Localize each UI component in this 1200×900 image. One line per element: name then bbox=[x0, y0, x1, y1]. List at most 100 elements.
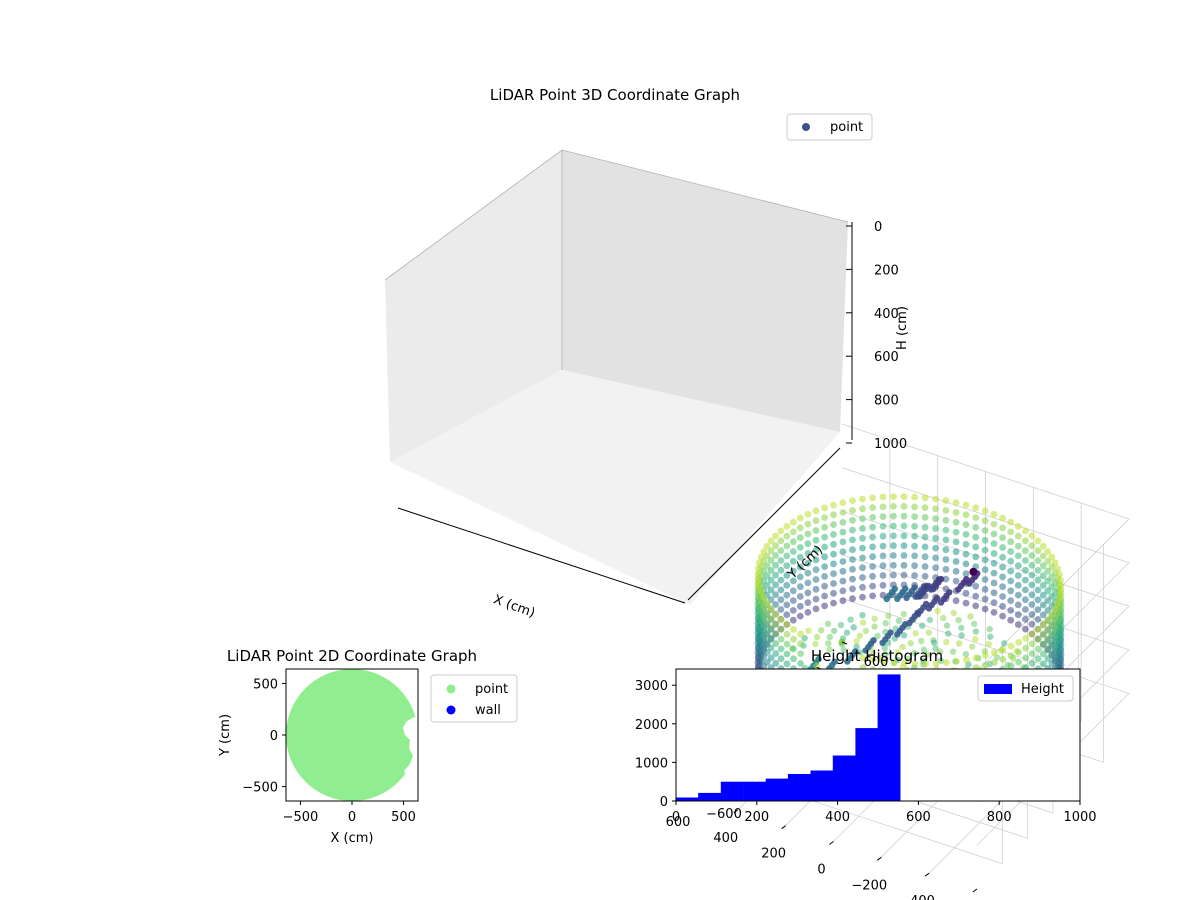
point-3d bbox=[789, 548, 797, 555]
legend-histogram-swatch bbox=[984, 684, 1012, 694]
point-3d bbox=[1044, 635, 1052, 643]
point-3d bbox=[1022, 557, 1029, 564]
point-3d bbox=[921, 553, 929, 561]
point-3d bbox=[1028, 552, 1036, 559]
point-3d bbox=[1022, 634, 1030, 642]
point-3d bbox=[952, 577, 960, 585]
point-3d bbox=[849, 536, 856, 544]
point-3d bbox=[993, 654, 1001, 661]
point-3d bbox=[772, 630, 780, 638]
point-3d bbox=[1022, 537, 1029, 545]
point-3d bbox=[1022, 566, 1029, 574]
point-3d bbox=[805, 627, 812, 634]
point-3d bbox=[932, 534, 939, 542]
point-3d bbox=[879, 503, 887, 511]
point-3d bbox=[812, 640, 819, 648]
point-3d bbox=[981, 556, 989, 564]
point-3d bbox=[812, 585, 820, 593]
point-3d bbox=[950, 609, 957, 617]
point-3d bbox=[830, 589, 837, 597]
point-3d bbox=[972, 553, 980, 561]
point-3d bbox=[830, 599, 837, 607]
point-3d bbox=[953, 658, 960, 665]
point-3d bbox=[894, 649, 901, 656]
point-3d bbox=[826, 633, 833, 641]
point-3d bbox=[1014, 562, 1022, 570]
point-3d bbox=[821, 582, 828, 590]
point-3d bbox=[990, 559, 998, 567]
point-3d bbox=[1022, 654, 1030, 662]
point-3d bbox=[830, 501, 837, 509]
point-3d bbox=[991, 659, 998, 666]
point-3d bbox=[1007, 548, 1015, 555]
x-tick-3d bbox=[876, 856, 882, 861]
point-3d bbox=[812, 556, 820, 564]
point-3d bbox=[1022, 615, 1029, 623]
z-tick-label-3d: 1000 bbox=[874, 437, 907, 452]
histogram-bar bbox=[787, 774, 811, 801]
point-3d bbox=[790, 645, 797, 653]
point-3d bbox=[789, 528, 797, 536]
point-3d bbox=[981, 585, 989, 593]
legend-histogram-label: Height bbox=[1021, 682, 1064, 697]
point-3d bbox=[990, 589, 998, 597]
point-3d bbox=[911, 513, 918, 520]
point-3d bbox=[999, 646, 1007, 653]
point-3d bbox=[890, 503, 897, 510]
point-3d bbox=[760, 613, 768, 621]
point-3d bbox=[804, 609, 812, 616]
point-3d bbox=[1028, 571, 1036, 579]
point-3d bbox=[869, 592, 876, 600]
point-3d bbox=[990, 510, 998, 518]
point-3d bbox=[767, 547, 775, 555]
point-3d bbox=[801, 635, 808, 642]
point-3d bbox=[900, 512, 908, 520]
point-3d bbox=[767, 576, 775, 584]
point-3d bbox=[890, 552, 897, 559]
point-3d bbox=[1007, 518, 1015, 526]
point-3d bbox=[952, 597, 960, 605]
point-3d bbox=[1048, 630, 1056, 638]
point-3d bbox=[999, 573, 1006, 581]
point-3d bbox=[1007, 597, 1015, 604]
point-3d bbox=[849, 497, 856, 504]
z-axis-label-3d: H (cm) bbox=[895, 306, 910, 350]
point-3d bbox=[869, 494, 876, 502]
legend-3d-box bbox=[786, 113, 873, 141]
y-tick-label-histogram: 1000 bbox=[635, 756, 668, 771]
point-3d bbox=[772, 601, 779, 608]
point-3d bbox=[900, 632, 908, 639]
point-3d bbox=[1007, 567, 1015, 575]
point-3d bbox=[1028, 611, 1036, 618]
point-3d bbox=[869, 553, 876, 561]
point-3d bbox=[894, 631, 901, 638]
point-3d bbox=[967, 613, 974, 620]
point-3d bbox=[932, 515, 939, 523]
point-3d bbox=[1014, 591, 1022, 599]
point-3d bbox=[783, 630, 791, 638]
point-3d bbox=[859, 654, 867, 662]
point-3d bbox=[942, 507, 950, 514]
point-3d bbox=[990, 540, 998, 548]
point-3d bbox=[797, 660, 804, 667]
point-3d bbox=[1044, 548, 1052, 555]
point-3d bbox=[849, 546, 856, 554]
point-3d bbox=[921, 494, 929, 502]
point-3d bbox=[918, 637, 925, 645]
point-3d bbox=[1044, 655, 1052, 663]
point-3d bbox=[767, 605, 775, 613]
point-3d bbox=[990, 609, 998, 616]
point-3d bbox=[869, 582, 876, 590]
point-3d bbox=[839, 518, 847, 526]
point-3d bbox=[1048, 659, 1056, 667]
point-3d bbox=[900, 610, 907, 618]
point-3d bbox=[963, 656, 970, 664]
x-tick-label-3d: 0 bbox=[817, 863, 825, 878]
left-pane bbox=[385, 150, 562, 462]
point-3d bbox=[1022, 596, 1029, 604]
point-3d bbox=[1022, 576, 1029, 584]
point-3d bbox=[790, 635, 797, 643]
point-3d bbox=[839, 635, 847, 642]
x-tick-label-2d: 0 bbox=[348, 810, 356, 825]
point-3d bbox=[962, 511, 970, 519]
